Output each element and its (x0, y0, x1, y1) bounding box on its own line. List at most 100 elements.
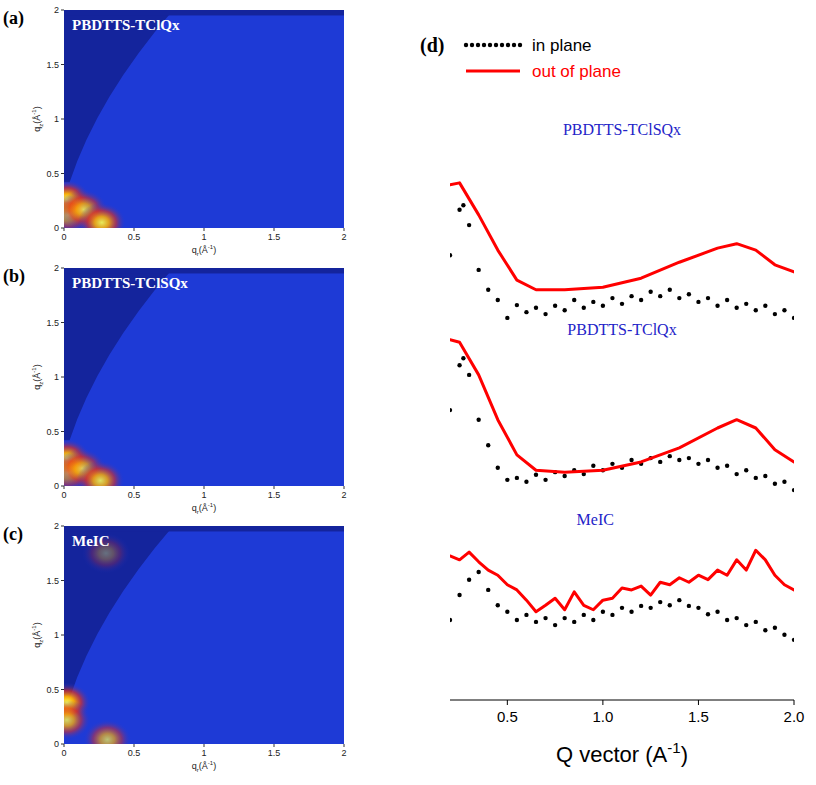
data-point (782, 480, 786, 484)
background (64, 268, 344, 486)
x-axis-title: qr(Å-1) (192, 760, 216, 772)
data-point (486, 443, 490, 447)
text-part: -1 (667, 739, 680, 756)
intensity-spot (78, 203, 126, 228)
data-point (476, 268, 480, 272)
legend-symbol (470, 43, 474, 47)
x-axis-title: qr(Å-1) (192, 502, 216, 514)
x-tick (344, 228, 345, 231)
data-point (610, 462, 614, 466)
data-point (792, 316, 794, 320)
y-tick-label: 0 (54, 481, 59, 491)
y-tick-label: 2 (54, 521, 59, 531)
data-point (773, 625, 777, 629)
data-point (562, 474, 566, 478)
x-tick-label: 0.5 (128, 490, 141, 500)
data-point (461, 203, 465, 207)
detector-shadow (64, 268, 173, 440)
data-point (601, 304, 605, 308)
data-point (658, 600, 662, 604)
data-point (715, 304, 719, 308)
x-tick-label: 2.0 (784, 708, 805, 725)
x-tick-label: 2 (341, 490, 346, 500)
x-tick (204, 486, 205, 489)
data-point (706, 458, 710, 462)
x-axis-title: Q vector (A-1) (556, 739, 688, 767)
data-point (582, 305, 586, 309)
detector-shadow (64, 526, 173, 698)
data-point (496, 603, 500, 607)
data-point (515, 476, 519, 480)
legend-symbol (512, 43, 516, 47)
data-point (734, 616, 738, 620)
data-point (639, 604, 643, 608)
y-tick-label: 0.5 (46, 169, 59, 179)
x-tick (344, 744, 345, 747)
data-line (450, 340, 794, 472)
data-point (734, 472, 738, 476)
x-tick (274, 744, 275, 747)
line-panel: 0.51.01.52.0Q vector (A-1)(d)PBDTTS-TClS… (420, 34, 804, 767)
x-tick (134, 486, 135, 489)
y-tick (61, 377, 64, 378)
data-point (725, 464, 729, 468)
data-point (754, 620, 758, 624)
data-point (677, 598, 681, 602)
legend-symbol (466, 70, 520, 73)
group-label: PBDTTS-TClSQx (563, 121, 681, 138)
text-part: (Å (199, 761, 208, 771)
text-part: (Å (32, 631, 42, 640)
data-point (467, 577, 471, 581)
detector-edge (64, 526, 344, 531)
data-point (591, 300, 595, 304)
y-tick-label: 0.5 (46, 427, 59, 437)
legend-symbol (494, 43, 498, 47)
data-point (677, 458, 681, 462)
data-point (792, 488, 794, 492)
y-tick (61, 322, 64, 323)
x-tick (204, 744, 205, 747)
x-tick-label: 0.5 (497, 708, 518, 725)
data-point (476, 570, 480, 574)
heatmap-panel: PBDTTS-TClSQx(b)00.511.5200.511.52qr(Å-1… (3, 263, 347, 515)
text-part: ) (32, 622, 42, 625)
x-tick (698, 700, 699, 705)
x-tick (507, 700, 508, 705)
y-tick (61, 689, 64, 690)
data-point (562, 616, 566, 620)
data-point (486, 288, 490, 292)
legend-symbol (476, 43, 480, 47)
data-point (610, 613, 614, 617)
legend-symbol (488, 43, 492, 47)
data-point (744, 623, 748, 627)
data-point (773, 481, 777, 485)
data-point (668, 603, 672, 607)
heatmap-panel: MeIC(c)00.511.5200.511.52qr(Å-1)qz(Å-1) (3, 521, 347, 773)
y-axis-title: qz(Å-1) (31, 364, 43, 389)
data-point (629, 609, 633, 613)
text-part: (Å (199, 503, 208, 513)
data-point (461, 356, 465, 360)
data-point (601, 609, 605, 613)
data-point (582, 613, 586, 617)
y-tick (61, 10, 64, 11)
x-tick-label: 2 (341, 232, 346, 242)
y-tick-label: 1 (54, 114, 59, 124)
data-point (687, 604, 691, 608)
x-tick (602, 700, 603, 705)
x-axis-title: qr(Å-1) (192, 244, 216, 256)
plot-area (450, 183, 794, 642)
panel-letter: (c) (3, 524, 23, 545)
panel-title: MeIC (72, 533, 110, 549)
data-point (687, 456, 691, 460)
data-point (450, 253, 452, 257)
data-point (715, 465, 719, 469)
group-label: MeIC (577, 511, 614, 528)
data-point (457, 593, 461, 597)
data-point (629, 294, 633, 298)
detector-shadow (64, 10, 173, 182)
x-tick (204, 228, 205, 231)
y-tick (61, 431, 64, 432)
y-tick-label: 0.5 (46, 685, 59, 695)
y-tick (61, 119, 64, 120)
